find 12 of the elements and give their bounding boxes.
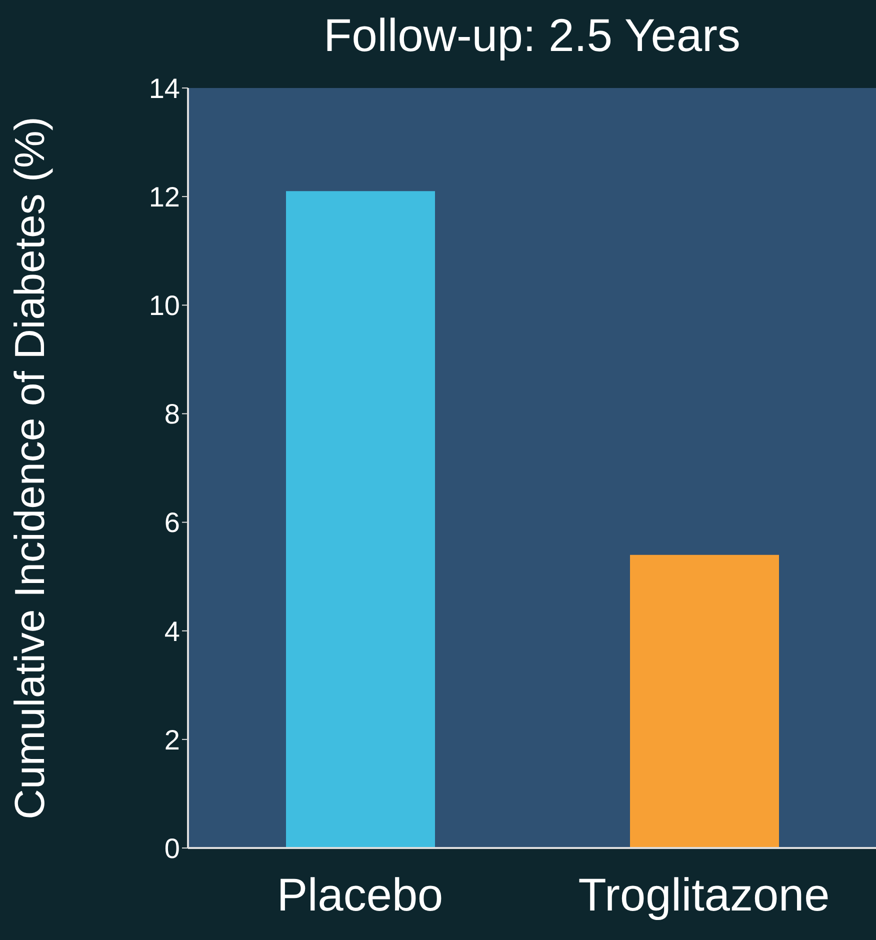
y-tick-label: 2 (164, 724, 180, 756)
y-tick-label: 10 (148, 290, 180, 322)
y-tick-label: 8 (164, 398, 180, 430)
y-tick-label: 0 (164, 832, 180, 864)
chart-title: Follow-up: 2.5 Years (322, 8, 742, 62)
x-tick-label: Placebo (276, 868, 444, 921)
y-tick-label: 4 (164, 616, 180, 647)
y-axis-title: Cumulative Incidence of Diabetes (%) (6, 116, 53, 820)
y-tick-label: 12 (148, 182, 180, 213)
y-tick-label: 6 (164, 507, 180, 538)
x-tick-label: Troglitazone (578, 868, 830, 921)
y-tick-label: 14 (148, 72, 180, 104)
